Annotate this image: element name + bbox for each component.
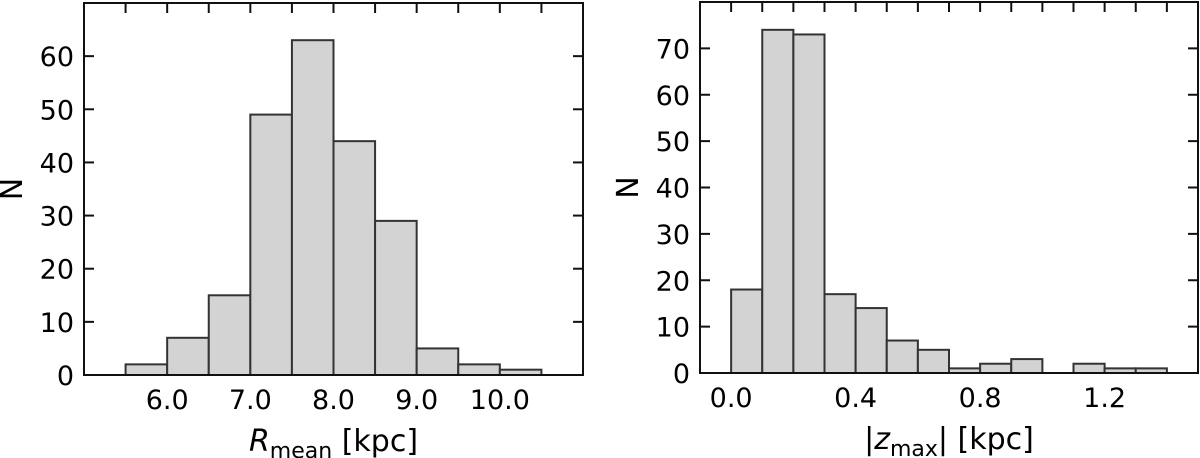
x-label-subscript: max	[890, 437, 938, 458]
x-label-variable: R	[249, 424, 270, 458]
y-tick-label: 50	[656, 127, 690, 158]
y-tick-label: 60	[656, 81, 690, 112]
histogram-bar	[249, 113, 293, 376]
histogram-bar	[979, 362, 1013, 375]
histogram-bar	[374, 219, 418, 376]
histogram-bar	[124, 363, 169, 377]
histogram-bar	[823, 293, 857, 375]
z-max-histogram: 0 10 20 30 40 50 60 70 0.0 0.4 0.8 1.2 N |zmax| [kpc]	[611, 1, 1199, 458]
y-tick-label: 70	[656, 34, 690, 65]
histogram-bar	[792, 33, 826, 375]
histogram-bar	[332, 140, 377, 376]
y-tick-label: 30	[656, 220, 690, 251]
y-tick-label: 60	[40, 42, 74, 73]
x-tick-label: 6.0	[146, 385, 189, 416]
y-tick-label: 50	[40, 95, 74, 126]
y-tick-label: 10	[656, 313, 690, 344]
x-label-subscript: mean	[270, 439, 332, 458]
x-tick-label: 0.0	[710, 383, 753, 414]
x-tick-label: 7.0	[229, 385, 272, 416]
y-axis-label: N	[611, 176, 646, 198]
x-axis-label: |zmax| [kpc]	[864, 422, 1034, 458]
r-mean-histogram: 0 10 20 30 40 50 60 6.0 7.0 8.0 9.0 10.0 N Rmean [kpc…	[0, 2, 584, 458]
histogram-bar	[1010, 358, 1044, 374]
x-tick-label: 10.0	[470, 385, 530, 416]
histogram-bar	[916, 348, 950, 374]
y-tick-label: 10	[40, 308, 74, 339]
y-tick-label: 0	[673, 359, 690, 390]
x-label-variable: z	[873, 422, 891, 457]
x-tick-label: 8.0	[312, 385, 355, 416]
y-tick-label: 40	[40, 148, 74, 179]
x-tick-label: 0.8	[959, 383, 1002, 414]
histogram-bar	[415, 347, 460, 376]
histogram-bar	[730, 288, 764, 374]
x-tick-label: 9.0	[395, 385, 438, 416]
histogram-bar	[854, 307, 888, 375]
histogram-bar	[1072, 362, 1106, 375]
x-label-unit: | [kpc]	[938, 422, 1034, 457]
y-tick-label: 0	[57, 361, 74, 392]
y-axis-label: N	[0, 178, 30, 200]
x-label-unit: [kpc]	[332, 424, 418, 458]
x-tick-label: 0.4	[834, 383, 877, 414]
y-tick-label: 40	[656, 174, 690, 205]
histogram-bar	[761, 28, 795, 374]
y-tick-label: 30	[40, 202, 74, 233]
histogram-bar	[885, 339, 919, 375]
x-tick-label: 1.2	[1083, 383, 1126, 414]
histogram-bar	[166, 336, 210, 376]
x-axis-label: Rmean [kpc]	[249, 424, 418, 458]
histogram-bar	[290, 39, 335, 376]
histogram-bar	[457, 363, 501, 377]
y-tick-label: 20	[40, 255, 74, 286]
histogram-bar	[207, 294, 252, 376]
y-tick-label: 20	[656, 266, 690, 297]
